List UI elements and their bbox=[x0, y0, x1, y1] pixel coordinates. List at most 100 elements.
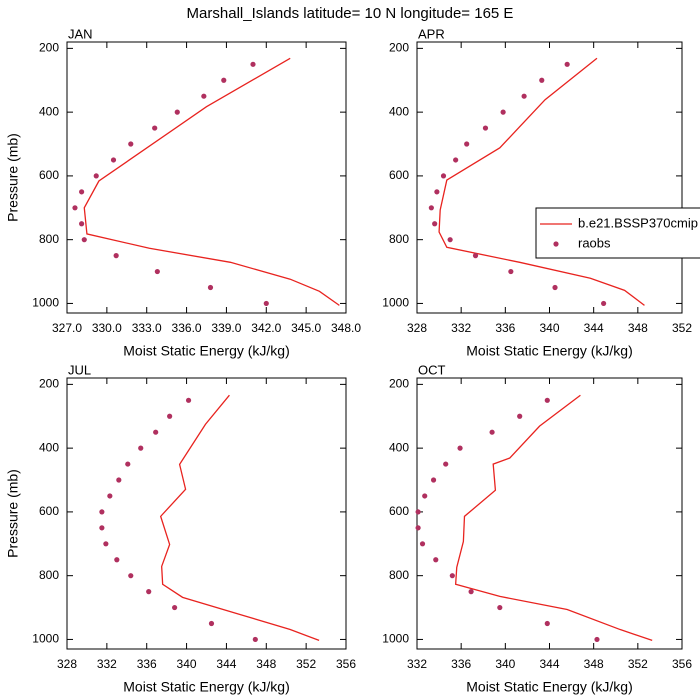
panel-title: APR bbox=[418, 26, 445, 41]
raob-point bbox=[449, 573, 455, 579]
y-tick-label: 600 bbox=[39, 504, 59, 518]
y-tick-label: 800 bbox=[389, 568, 409, 582]
y-tick-label: 200 bbox=[389, 377, 409, 391]
raob-point bbox=[208, 620, 215, 627]
x-tick-label: 336.0 bbox=[172, 321, 202, 335]
x-tick-label: 328 bbox=[407, 321, 427, 335]
raob-point bbox=[93, 173, 99, 179]
raob-point bbox=[428, 205, 434, 211]
raob-point bbox=[128, 573, 134, 579]
x-axis-label: Moist Static Energy (kJ/kg) bbox=[123, 679, 290, 695]
raob-point bbox=[72, 205, 78, 211]
raob-point bbox=[443, 461, 449, 467]
y-axis-label: Pressure (mb) bbox=[5, 469, 21, 558]
raob-point bbox=[116, 477, 122, 483]
raob-point bbox=[146, 589, 152, 595]
raob-point bbox=[544, 397, 550, 403]
raob-point bbox=[110, 157, 117, 163]
x-tick-label: 342.0 bbox=[251, 321, 281, 335]
raob-point bbox=[252, 636, 258, 643]
x-tick-label: 344 bbox=[584, 321, 604, 335]
raob-point bbox=[508, 268, 514, 275]
y-tick-label: 400 bbox=[389, 104, 409, 118]
y-tick-label: 400 bbox=[389, 440, 409, 454]
raob-point bbox=[250, 61, 256, 67]
x-tick-label: 348 bbox=[584, 657, 604, 671]
raob-point bbox=[263, 300, 269, 307]
x-tick-label: 332 bbox=[407, 657, 427, 671]
x-tick-label: 340 bbox=[177, 657, 197, 671]
x-tick-label: 332 bbox=[451, 321, 471, 335]
x-tick-label: 348 bbox=[256, 657, 276, 671]
y-tick-label: 200 bbox=[39, 377, 59, 391]
y-tick-label: 1000 bbox=[32, 296, 59, 310]
raob-point bbox=[128, 141, 134, 147]
chart-title: Marshall_Islands latitude= 10 N longitud… bbox=[187, 5, 514, 22]
x-tick-label: 340 bbox=[495, 657, 515, 671]
raob-point bbox=[468, 589, 474, 595]
x-tick-label: 340 bbox=[539, 321, 559, 335]
raob-point bbox=[172, 604, 178, 611]
x-tick-label: 352 bbox=[628, 657, 648, 671]
profile-line bbox=[83, 57, 340, 306]
panel-title: OCT bbox=[418, 362, 446, 377]
raob-point bbox=[539, 77, 545, 83]
x-tick-label: 330.0 bbox=[92, 321, 122, 335]
raob-point bbox=[453, 157, 459, 163]
x-tick-label: 339.0 bbox=[211, 321, 241, 335]
raob-point bbox=[500, 109, 506, 115]
x-tick-label: 352 bbox=[672, 321, 692, 335]
raob-point bbox=[167, 413, 173, 419]
x-tick-label: 328 bbox=[57, 657, 77, 671]
raob-point bbox=[544, 620, 550, 627]
x-tick-label: 356 bbox=[336, 657, 356, 671]
raob-point bbox=[174, 109, 180, 115]
y-tick-label: 600 bbox=[39, 168, 59, 182]
raob-point bbox=[113, 253, 119, 259]
x-tick-label: 348.0 bbox=[331, 321, 361, 335]
raob-point bbox=[447, 237, 453, 243]
raob-point bbox=[564, 61, 570, 67]
raob-point bbox=[482, 125, 489, 131]
profile-line bbox=[159, 394, 320, 642]
y-tick-label: 600 bbox=[389, 504, 409, 518]
raob-point bbox=[497, 604, 503, 611]
raob-point bbox=[601, 300, 607, 307]
profile-line bbox=[438, 57, 645, 306]
y-tick-label: 1000 bbox=[382, 632, 409, 646]
raob-point bbox=[440, 173, 447, 179]
y-axis-label: Pressure (mb) bbox=[5, 133, 21, 222]
x-tick-label: 336 bbox=[451, 657, 471, 671]
raob-point bbox=[594, 636, 600, 643]
x-tick-label: 344 bbox=[216, 657, 236, 671]
raob-point bbox=[432, 221, 438, 227]
panel-title: JUL bbox=[68, 362, 91, 377]
x-tick-label: 336 bbox=[495, 321, 515, 335]
raob-point bbox=[153, 429, 159, 435]
y-tick-label: 1000 bbox=[32, 632, 59, 646]
raob-point bbox=[430, 477, 437, 483]
plot-frame bbox=[416, 41, 683, 314]
raob-point bbox=[152, 125, 158, 131]
plot-frame bbox=[66, 377, 347, 650]
x-tick-label: 336 bbox=[137, 657, 157, 671]
plot-frame bbox=[66, 41, 347, 314]
x-tick-label: 327.0 bbox=[52, 321, 82, 335]
raob-point bbox=[138, 445, 144, 451]
legend-label: raobs bbox=[578, 235, 611, 250]
y-tick-label: 400 bbox=[39, 104, 59, 118]
raob-point bbox=[103, 541, 109, 547]
x-tick-label: 345.0 bbox=[291, 321, 321, 335]
raob-point bbox=[221, 77, 227, 83]
x-axis-label: Moist Static Energy (kJ/kg) bbox=[123, 343, 290, 359]
raob-point bbox=[457, 445, 463, 451]
raob-point bbox=[419, 541, 426, 547]
x-tick-label: 332 bbox=[97, 657, 117, 671]
raob-point bbox=[99, 509, 105, 515]
raob-point bbox=[185, 397, 192, 403]
raob-point bbox=[125, 461, 131, 467]
raob-point bbox=[464, 141, 470, 147]
raob-point bbox=[79, 189, 85, 195]
raob-point bbox=[489, 429, 495, 435]
